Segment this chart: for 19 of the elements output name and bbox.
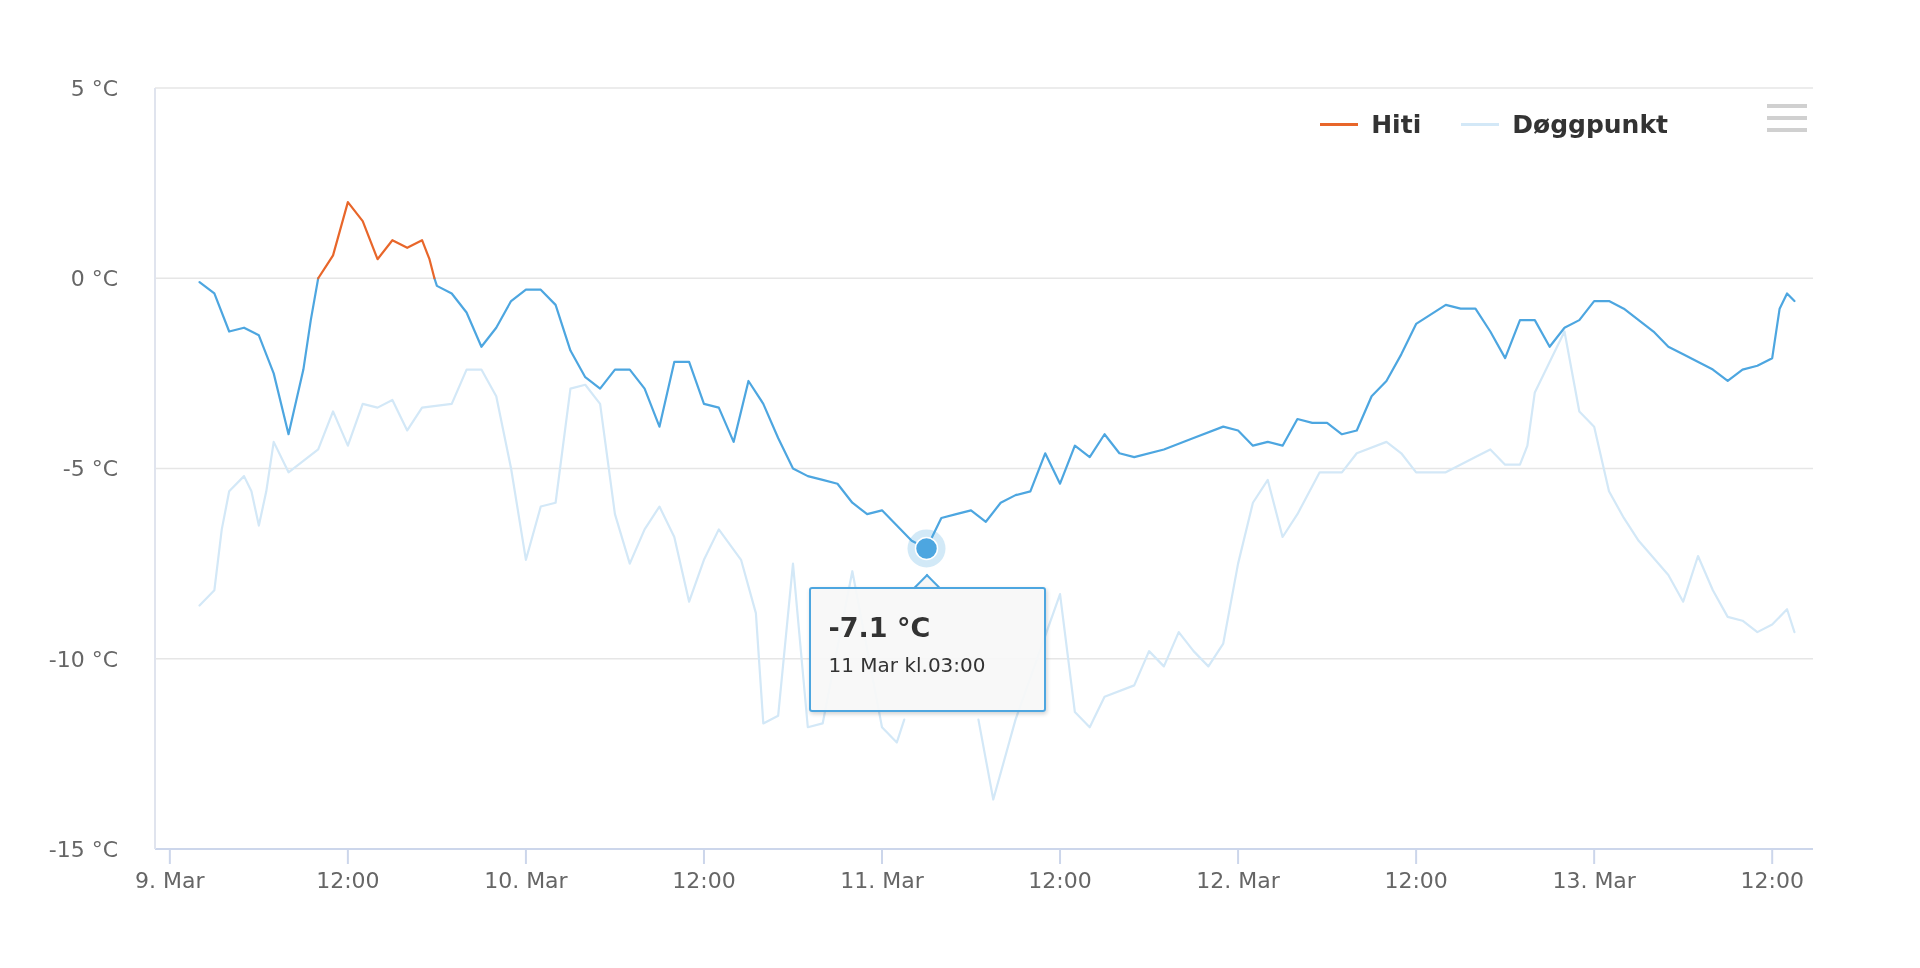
legend-label: Døggpunkt	[1512, 110, 1668, 139]
x-tick-label: 13. Mar	[1552, 867, 1637, 893]
x-tick-label: 12:00	[1028, 867, 1092, 893]
tooltip: -7.1 °C 11 Mar kl.03:00	[808, 574, 1046, 715]
x-tick-label: 9. Mar	[135, 867, 206, 893]
y-tick-label: -5 °C	[62, 456, 118, 482]
x-tick-label: 12:00	[1740, 867, 1804, 893]
x-tick-label: 12:00	[316, 867, 380, 893]
legend-label: Hiti	[1371, 110, 1422, 139]
x-tick-label: 12. Mar	[1196, 867, 1281, 893]
y-tick-label: -15 °C	[48, 836, 118, 862]
x-tick-label: 12:00	[1384, 867, 1448, 893]
annotation: -7.1 °C 11 Mar kl.03:00	[828, 611, 986, 680]
y-tick-label: 0 °C	[70, 266, 118, 292]
y-tick-label: 5 °C	[70, 75, 118, 101]
x-tick-label: 12:00	[672, 867, 736, 893]
x-tick-label: 10. Mar	[484, 867, 569, 893]
y-tick-label: -10 °C	[48, 646, 118, 672]
x-tick-label: 11. Mar	[840, 867, 925, 893]
